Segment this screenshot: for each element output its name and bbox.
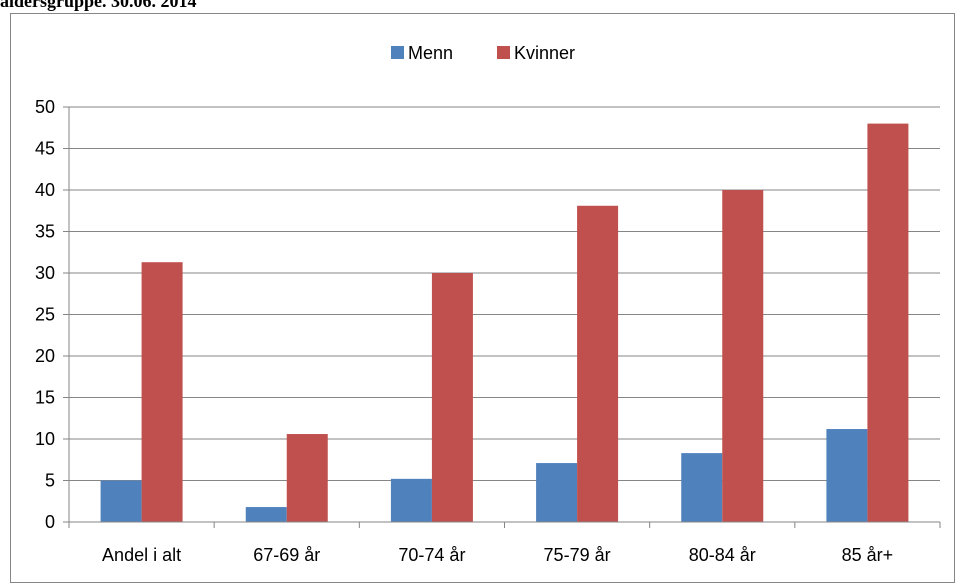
x-tick-label: 67-69 år [253, 545, 320, 565]
gridlines [69, 106, 940, 481]
x-tick-label: 70-74 år [398, 545, 465, 565]
x-tick-label: Andel i alt [102, 545, 181, 565]
legend-label-kvinner: Kvinner [514, 43, 575, 63]
x-tick-label: 80-84 år [689, 545, 756, 565]
legend-swatch-menn [391, 46, 404, 59]
bar-kvinner-4 [722, 190, 764, 522]
y-tick-label: 45 [35, 139, 55, 159]
y-tick-label: 25 [35, 305, 55, 325]
bar-menn-2 [390, 478, 432, 522]
x-tick-label: 85 år+ [842, 545, 894, 565]
y-tick-label: 5 [45, 471, 55, 491]
bar-menn-0 [100, 480, 142, 522]
bar-menn-5 [826, 429, 868, 522]
y-tick-label: 40 [35, 180, 55, 200]
y-tick-label: 35 [35, 222, 55, 242]
bar-menn-4 [681, 453, 723, 522]
y-tick-label: 20 [35, 346, 55, 366]
bar-menn-3 [536, 463, 578, 522]
legend-swatch-kvinner [497, 46, 510, 59]
bar-kvinner-1 [286, 434, 328, 522]
page-title: aldersgruppe. 30.06. 2014 [0, 0, 197, 11]
tick-labels: 0 5 10 15 20 25 30 35 40 45 50 Andel i alt 67-69 år 7… [35, 97, 893, 565]
bar-kvinner-3 [577, 205, 619, 522]
bar-menn-1 [245, 507, 287, 522]
axes [63, 106, 941, 528]
bar-kvinner-0 [141, 262, 183, 522]
legend-label-menn: Menn [408, 43, 453, 63]
y-tick-label: 50 [35, 97, 55, 117]
legend: Menn Kvinner [391, 43, 575, 63]
y-tick-label: 15 [35, 388, 55, 408]
bar-kvinner-5 [867, 123, 909, 522]
bars [100, 123, 909, 522]
x-tick-label: 75-79 år [544, 545, 611, 565]
y-tick-label: 10 [35, 429, 55, 449]
bar-kvinner-2 [431, 273, 473, 522]
y-tick-label: 0 [45, 512, 55, 532]
y-tick-label: 30 [35, 263, 55, 283]
